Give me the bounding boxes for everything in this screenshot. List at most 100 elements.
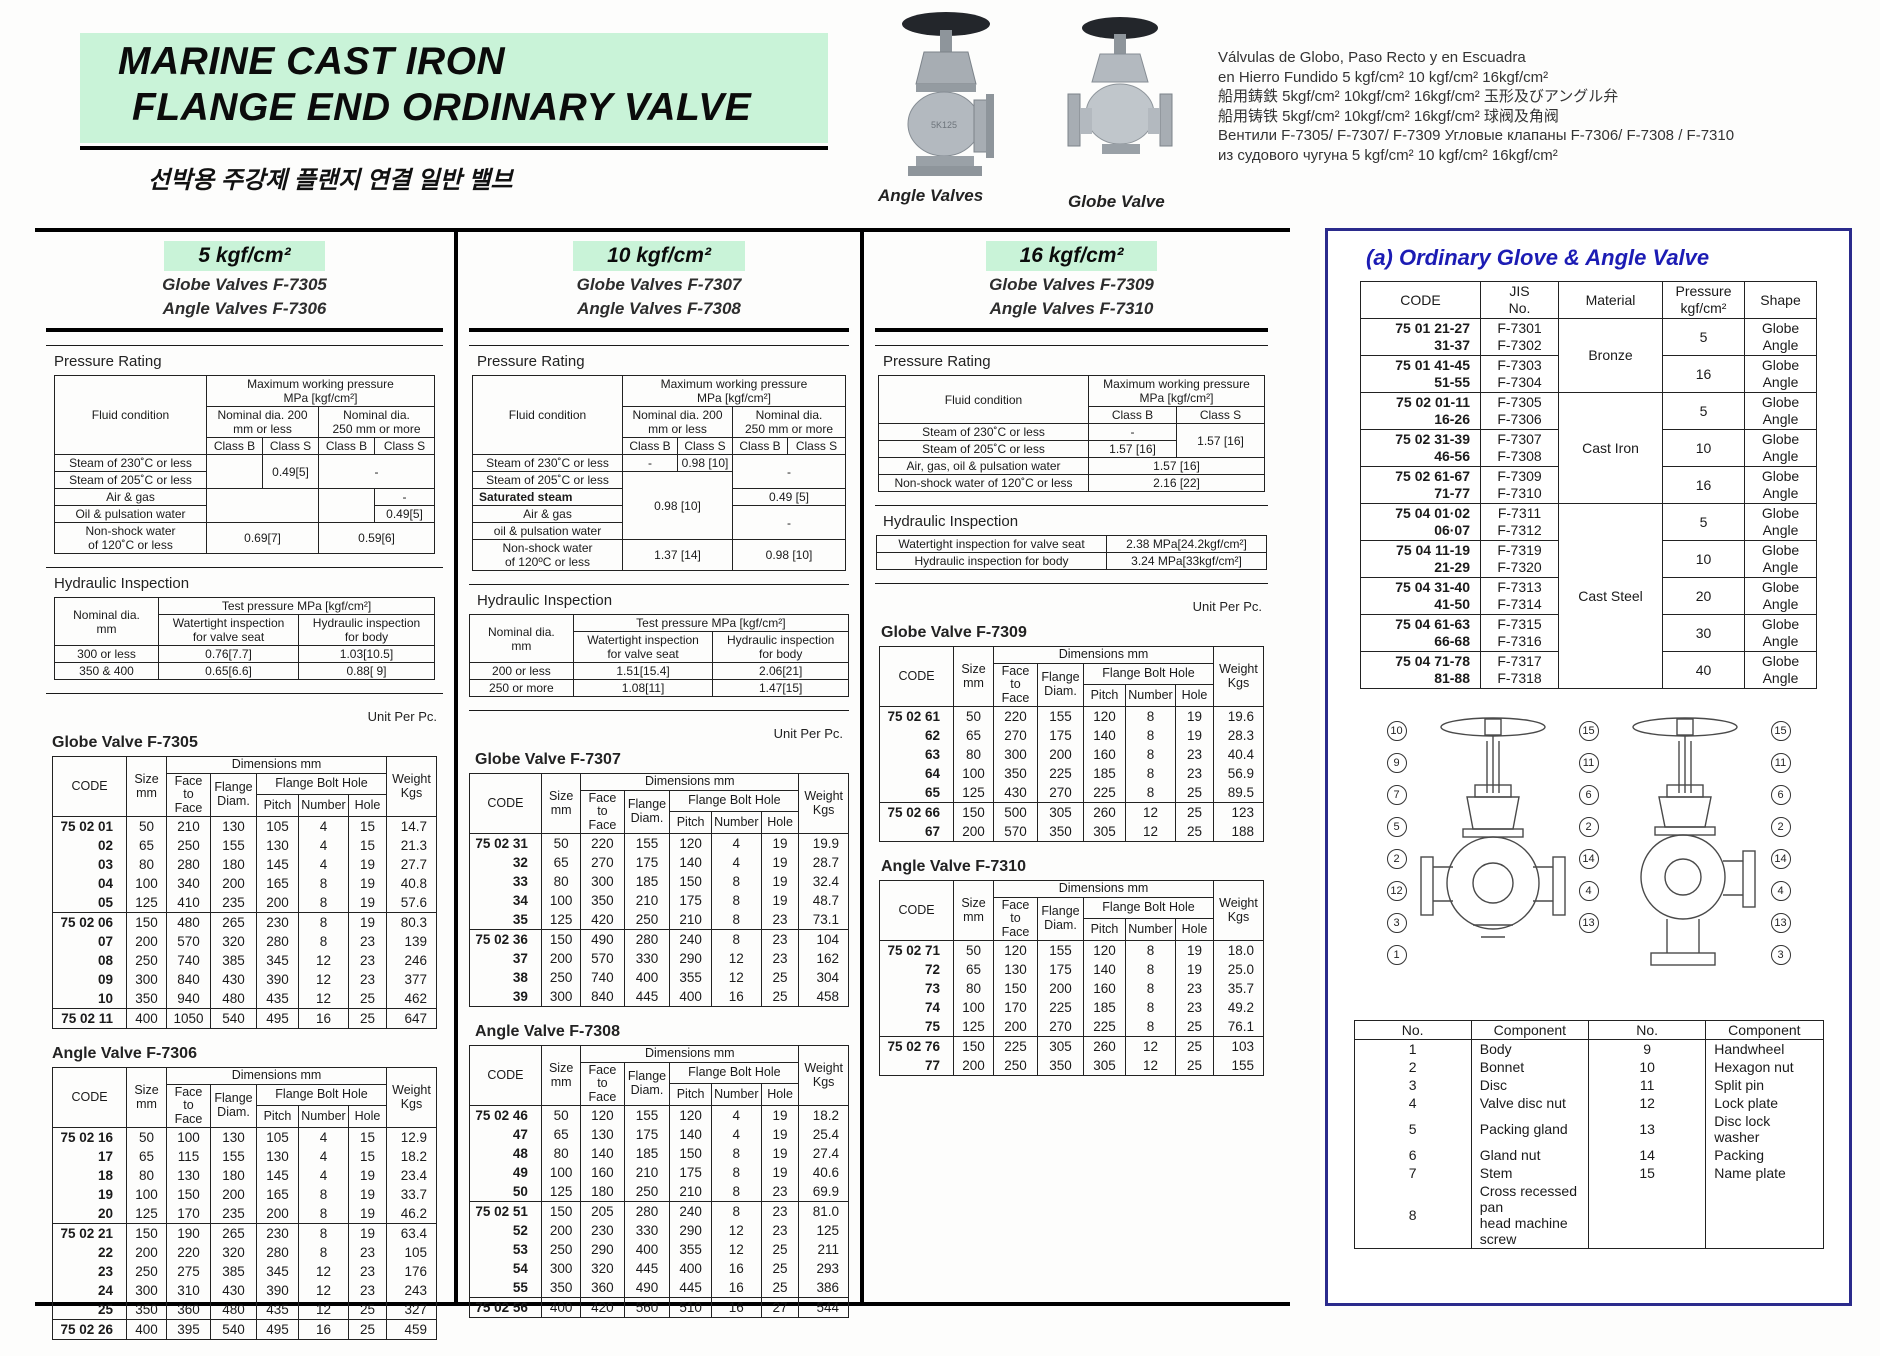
table-cell: 75 02 71 [879,940,954,960]
table-row: 49 100 160 210 175 8 19 40.6 [469,1163,849,1182]
table-cell: 155 [1037,706,1084,726]
table-cell: 13 [1587,1112,1707,1146]
table-cell: Stem [1470,1164,1590,1182]
table-cell: Packing [1705,1146,1824,1164]
hydraulic-inspection-title: Hydraulic Inspection [477,592,613,609]
table-cell: Flange Diam. [1037,896,1084,941]
table-cell: 65 [126,836,167,855]
table-cell: 10 [52,989,127,1009]
table-cell: 75 01 41-45 51-55 [1360,355,1481,393]
table-cell: 23 [52,1262,127,1281]
table-cell: 940 [166,989,211,1009]
table-cell: 0.69[7] [206,522,319,554]
table-cell: 155 [1213,1056,1264,1076]
table-cell: 185 [1083,764,1126,783]
table-row: 35 125 420 250 210 8 23 73.1 [469,910,849,930]
dims-group: 75 02 01 50 210 130 105 4 15 14.7 02 65 250 155 130 4… [52,816,437,913]
table-cell: 56.9 [1213,764,1264,783]
table-cell: 02 [52,836,127,855]
table-cell: 48 [469,1144,542,1163]
table-cell: 16 [710,1259,762,1278]
table-row: 5 Packing gland 13 Disc lock washer [1353,1112,1824,1146]
table-cell: F-7307 F-7308 [1480,429,1559,467]
table-row: 20 125 170 235 200 8 19 46.2 [52,1204,437,1224]
table-cell: 3 [1353,1076,1472,1094]
table-cell: 75 02 36 [469,929,542,949]
angle-valve-table-title: Angle Valve F-7306 [52,1045,197,1062]
table-cell: 24 [52,1281,127,1300]
table-row: Nominal dia. mm Test pressure MPa [kgf/cm… [469,614,850,663]
table-cell: 115 [166,1147,211,1166]
table-cell: 05 [52,893,127,913]
table-cell: 75 04 71-78 81-88 [1360,651,1481,689]
table-cell: 170 [166,1204,211,1224]
reference-panel-title: (a) Ordinary Glove & Angle Valve [1366,245,1710,270]
dims-group: 75 02 16 50 100 130 105 4 15 12.9 17 65 115 155 130 4… [52,1127,437,1224]
table-cell: Nominal dia. mm [54,597,159,646]
table-cell: 560 [623,1297,671,1318]
table-cell: 840 [166,970,211,989]
table-cell: Hydraulic inspection for body [298,614,435,646]
table-row: 200 or less 1.51[15.4] 2.06[21] [469,662,849,680]
table-cell: 18.0 [1213,940,1264,960]
dimensions-section: Unit Per Pc. Globe Valve F-7305 CODE Size m… [46,693,443,1340]
table-cell: 25 [52,1300,127,1320]
table-cell: Non-shock water of 120ºC or less [472,539,623,571]
table-cell: 50 [953,706,994,726]
globe-dimensions-table: CODE Size mm Dimensions mm Weight Kgs Face t… [52,756,437,1029]
table-cell: Size mm [126,756,167,817]
table-cell: 33 [469,872,542,891]
table-cell: 28.3 [1213,726,1264,745]
table-cell: Class B [318,437,375,455]
table-row: 10 350 940 480 435 12 25 462 [52,989,437,1009]
table-row: 04 100 340 200 165 8 19 40.8 [52,874,437,893]
table-cell: 280 [166,855,211,874]
table-row: 77 200 250 350 305 12 25 155 [879,1056,1264,1076]
table-row: 17 65 115 155 130 4 15 18.2 [52,1147,437,1166]
table-cell: 8 [710,1182,762,1202]
callout-number: 5 [1386,817,1407,837]
table-cell: 293 [798,1259,849,1278]
table-row: 75 02 16 50 100 130 105 4 15 12.9 [52,1127,437,1147]
panel-header: 16 kgf/cm² Globe Valves F-7309 Angle Valve… [875,232,1268,332]
table-row: Face to Face Flange Diam. Flange Bolt Hole [470,789,849,834]
table-cell: 435 [256,989,299,1009]
table-row: 65 125 430 270 225 8 25 89.5 [879,783,1264,803]
callout-number: 12 [1386,881,1407,901]
table-row: 2 Bonnet 10 Hexagon nut [1353,1058,1824,1076]
table-cell: 250 [623,910,671,930]
table-cell: 0.98 [10] [622,471,733,540]
table-cell: 16 [298,1319,349,1340]
table-row: 75 02 21 150 190 265 230 8 19 63.4 [52,1223,437,1243]
table-cell: 63.4 [386,1223,437,1243]
table-cell: Fluid condition [472,375,623,455]
valve-series-label: Angle Valves F-7310 [989,299,1154,318]
table-cell: 180 [210,1166,257,1185]
table-cell: 38 [469,968,542,987]
table-cell: 40 [1662,651,1745,689]
valve-series-label: Angle Valves F-7306 [162,299,327,318]
table-cell: 120 [1083,940,1126,960]
globe-dimensions-table: CODE Size mm Dimensions mm Weight Kgs Face t… [469,773,849,1007]
table-cell: 89.5 [1213,783,1264,803]
table-cell: 400 [540,1297,582,1318]
table-row: 24 300 310 430 390 12 23 243 [52,1281,437,1300]
table-cell: Flange Bolt Hole [256,772,387,796]
code-jis-material-table: CODE JIS No. Material Pressure kgf/cm² Shape… [1338,281,1839,689]
table-cell: Pitch [1083,684,1126,707]
table-row: 63 80 300 200 160 8 23 40.4 [879,745,1264,764]
table-cell: 15 [348,816,387,836]
table-cell: Nominal dia. 200 mm or less [622,406,733,438]
table-cell: 210 [669,1182,712,1202]
table-cell: 27.4 [798,1144,849,1163]
table-cell: Class B [732,437,788,455]
table-cell: 2.06[21] [712,662,849,680]
table-cell: 125 [953,1017,994,1037]
table-cell: CODE [469,773,542,834]
table-row: 75 02 01 50 210 130 105 4 15 14.7 [52,816,437,836]
table-cell: 300 [126,970,167,989]
table-cell: 125 [540,910,582,930]
table-cell: Non-shock water of 120˚C or less [54,522,207,554]
table-cell: 200 [1037,979,1084,998]
table-cell: Face to Face [580,789,625,834]
